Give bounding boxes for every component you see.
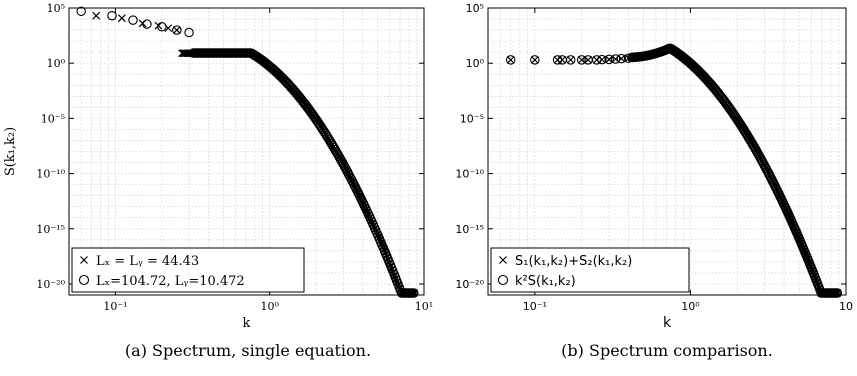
- data-point-o: [172, 25, 182, 35]
- legend-entry-label: Lₓ = Lᵧ = 44.43: [96, 254, 199, 269]
- data-point-o: [346, 173, 356, 184]
- data-point-o: [724, 103, 735, 113]
- y-tick-label: 10⁻¹⁰: [36, 168, 65, 181]
- data-point-x: [790, 224, 799, 233]
- data-point-x: [566, 55, 575, 64]
- y-tick-label: 10⁻⁵: [460, 112, 484, 125]
- data-point-o: [497, 274, 509, 286]
- data-point-x: [789, 222, 798, 231]
- data-point-x: [786, 214, 795, 223]
- data-point-o: [142, 19, 152, 29]
- legend-entry-label: S₁(k₁,k₂)+S₂(k₁,k₂): [515, 254, 632, 269]
- data-point-x: [788, 219, 797, 228]
- x-tick-label: 10⁻¹: [523, 300, 547, 313]
- data-point-o: [505, 55, 516, 65]
- y-tick-label: 10⁻⁵: [41, 112, 65, 125]
- series-circle: [505, 43, 843, 298]
- x-tick-label: 10⁰: [681, 300, 700, 313]
- legend: Lₓ = Lᵧ = 44.43 Lₓ=104.72, Lᵧ=10.472: [71, 247, 305, 293]
- data-point-x: [499, 256, 507, 264]
- legend-box: [490, 247, 690, 293]
- y-axis-label: S(k₁,k₂): [3, 127, 18, 176]
- y-tick-label: 10⁵: [47, 2, 65, 15]
- grid: [69, 7, 424, 296]
- data-point-x: [154, 21, 163, 30]
- data-point-x: [792, 227, 800, 236]
- x-tick-label: 10: [839, 300, 853, 313]
- x-tick-label: 10⁻¹: [103, 300, 127, 313]
- subfigure-caption: (a) Spectrum, single equation.: [125, 341, 371, 360]
- y-tick-label: 10⁰: [466, 57, 485, 70]
- data-point-o: [565, 55, 576, 65]
- data-point-o: [409, 288, 419, 298]
- data-point-o: [616, 53, 627, 64]
- y-tick-label: 10⁻²⁰: [36, 278, 65, 291]
- data-point-o: [604, 54, 614, 65]
- y-tick-label: 10⁻¹⁰: [455, 168, 484, 181]
- data-point-x: [172, 26, 181, 35]
- subfigure-caption: (b) Spectrum comparison.: [561, 341, 773, 360]
- x-axis-label: k: [663, 315, 672, 331]
- data-point-o: [723, 101, 734, 112]
- data-point-o: [350, 181, 360, 191]
- data-point-o: [591, 55, 602, 65]
- data-point-o: [597, 54, 607, 65]
- data-point-x: [782, 206, 791, 215]
- data-point-o: [347, 176, 358, 186]
- data-point-o: [725, 104, 736, 115]
- data-point-o: [552, 55, 563, 65]
- data-point-x: [784, 209, 792, 218]
- data-point-o: [576, 55, 587, 65]
- data-point-o: [128, 15, 138, 25]
- data-point-o: [610, 54, 621, 64]
- data-point-o: [76, 6, 86, 17]
- plot-frame: [487, 7, 847, 296]
- legend-box: [71, 247, 305, 293]
- data-point-x: [92, 11, 101, 20]
- chart-panel-a: 10⁻¹ 10⁰ 10¹ 10⁵ 10⁰ 10⁻⁵ 10⁻¹⁰ 10⁻¹⁵ 10⁻²⁰ k S(k₁…: [3, 2, 433, 360]
- data-point-o: [722, 100, 732, 110]
- legend-entry-label: k²S(k₁,k₂): [515, 274, 576, 289]
- data-point-o: [157, 22, 167, 32]
- data-point-x: [80, 256, 88, 264]
- data-point-o: [351, 183, 361, 194]
- y-tick-label: 10⁵: [466, 2, 484, 15]
- data-point-o: [107, 10, 117, 21]
- data-point-o: [832, 288, 843, 298]
- data-point-o: [720, 96, 730, 107]
- data-point-x: [506, 55, 515, 64]
- legend: S₁(k₁,k₂)+S₂(k₁,k₂) k²S(k₁,k₂): [490, 247, 690, 293]
- data-point-x: [117, 14, 126, 23]
- y-tick-label: 10⁰: [47, 57, 66, 70]
- x-axis-label: k: [243, 316, 251, 331]
- plot-frame: [68, 7, 425, 296]
- chart-panel-b: 10⁻¹ 10⁰ 10 10⁵ 10⁰ 10⁻⁵ 10⁻¹⁰ 10⁻¹⁵ 10⁻²⁰ k S₁(k₁…: [455, 2, 853, 360]
- data-point-x: [793, 230, 802, 238]
- y-tick-label: 10⁻¹⁵: [455, 223, 484, 236]
- data-point-x: [785, 211, 794, 220]
- data-point-x: [530, 55, 539, 64]
- data-point-o: [78, 274, 90, 286]
- data-point-x: [598, 55, 606, 64]
- series-circle: [76, 6, 419, 298]
- data-point-o: [721, 98, 731, 108]
- data-point-o: [530, 55, 540, 65]
- y-tick-label: 10⁻²⁰: [455, 278, 484, 291]
- data-point-o: [348, 178, 359, 189]
- x-tick-label: 10¹: [415, 300, 433, 313]
- data-point-x: [787, 217, 796, 225]
- data-point-o: [184, 27, 194, 38]
- x-tick-label: 10⁰: [261, 300, 280, 313]
- legend-entry-label: Lₓ=104.72, Lᵧ=10.472: [96, 274, 245, 289]
- y-tick-label: 10⁻¹⁵: [36, 223, 65, 236]
